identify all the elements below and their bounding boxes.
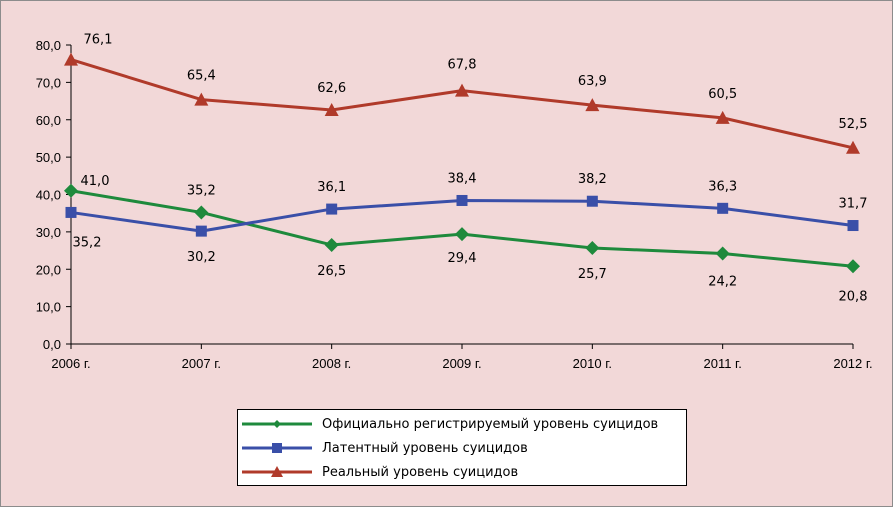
- legend-swatch-official: [242, 420, 312, 428]
- data-label-latent: 36,3: [708, 179, 737, 194]
- point-real: [846, 140, 860, 154]
- data-label-real: 76,1: [84, 33, 113, 48]
- point-real: [455, 83, 469, 97]
- point-real: [715, 110, 730, 124]
- data-label-latent: 38,2: [578, 172, 607, 187]
- y-tick-label: 30,0: [36, 225, 61, 240]
- point-latent: [456, 194, 468, 206]
- y-tick-label: 70,0: [36, 75, 61, 90]
- data-label-official: 26,5: [317, 264, 346, 279]
- legend: Официально регистрируемый уровень суицид…: [237, 409, 687, 486]
- data-label-real: 67,8: [448, 58, 477, 73]
- point-real: [64, 52, 78, 66]
- data-label-official: 20,8: [839, 289, 868, 304]
- point-official: [64, 183, 78, 198]
- point-official: [194, 205, 209, 220]
- y-tick-label: 0,0: [43, 337, 61, 352]
- point-real: [324, 103, 339, 117]
- data-label-latent: 36,1: [317, 180, 346, 195]
- point-latent: [586, 195, 598, 207]
- legend-label-latent: Латентный уровень суицидов: [322, 440, 528, 456]
- data-labels: 41,0 35,2 26,5 29,4 25,7 24,2 20,8 35,2 30,2 36,1…: [73, 33, 868, 305]
- tick-labels: 0,0 10,0 20,0 30,0 40,0 50,0 60,0 70,0 80,0 2006 …: [36, 38, 873, 371]
- x-tick-label: 2007 г.: [182, 356, 221, 371]
- y-tick-label: 80,0: [36, 38, 61, 53]
- point-official: [846, 259, 860, 274]
- x-tick-label: 2008 г.: [312, 356, 351, 371]
- legend-swatch-latent: [242, 443, 312, 453]
- point-official: [455, 227, 469, 242]
- data-label-latent: 30,2: [187, 250, 216, 265]
- data-label-latent: 38,4: [448, 171, 477, 186]
- point-official: [715, 246, 730, 261]
- point-real: [194, 92, 209, 106]
- point-official: [324, 237, 339, 252]
- y-tick-label: 40,0: [36, 188, 61, 203]
- legend-item-real: Реальный уровень суицидов: [238, 462, 518, 482]
- legend-label-real: Реальный уровень суицидов: [322, 464, 519, 480]
- data-label-latent: 31,7: [839, 197, 868, 212]
- y-tick-label: 10,0: [36, 300, 61, 315]
- series-markers: [64, 52, 860, 274]
- legend-swatch-real: [242, 466, 312, 477]
- point-real: [585, 98, 600, 112]
- data-label-real: 60,5: [708, 87, 737, 102]
- x-tick-label: 2011 г.: [703, 356, 741, 371]
- x-tick-label: 2012 г.: [833, 356, 872, 371]
- data-label-real: 63,9: [578, 74, 607, 89]
- data-label-latent: 35,2: [73, 235, 102, 250]
- x-tick-label: 2010 г.: [573, 356, 612, 371]
- data-label-official: 25,7: [578, 267, 607, 282]
- x-tick-label: 2009 г.: [442, 356, 481, 371]
- x-tick-label: 2006 г.: [51, 356, 90, 371]
- legend-label-official: Официально регистрируемый уровень суицид…: [322, 416, 659, 432]
- data-label-official: 29,4: [448, 251, 477, 266]
- data-label-official: 24,2: [708, 275, 737, 290]
- data-label-real: 62,6: [317, 81, 346, 96]
- data-label-real: 65,4: [187, 69, 216, 84]
- point-latent: [195, 225, 207, 237]
- point-latent: [65, 206, 77, 218]
- y-tick-label: 60,0: [36, 113, 61, 128]
- point-latent: [717, 202, 729, 214]
- data-label-official: 35,2: [187, 183, 216, 198]
- point-official: [585, 240, 600, 255]
- legend-item-latent: Латентный уровень суицидов: [238, 438, 528, 458]
- point-latent: [847, 220, 859, 232]
- data-label-official: 41,0: [81, 174, 110, 189]
- legend-item-official: Официально регистрируемый уровень суицид…: [238, 414, 658, 434]
- y-tick-label: 50,0: [36, 150, 61, 165]
- data-label-real: 52,5: [839, 117, 868, 132]
- y-tick-label: 20,0: [36, 262, 61, 277]
- point-latent: [326, 203, 338, 215]
